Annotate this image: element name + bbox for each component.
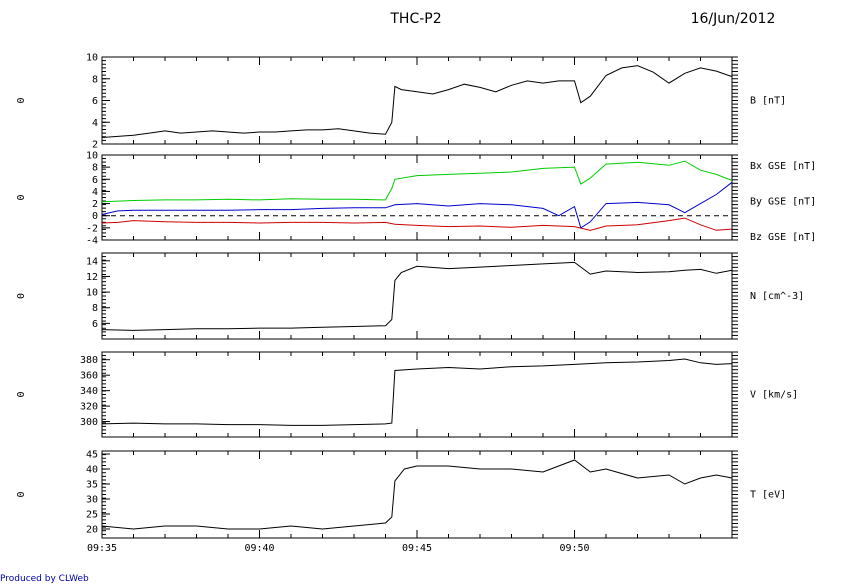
y-tick-label: 8: [92, 74, 98, 85]
y-tick-label: -4: [86, 236, 98, 247]
y-tick-label: 8: [92, 163, 98, 174]
y-tick-label: 8: [92, 303, 98, 314]
y-tick-label: 35: [86, 480, 98, 491]
series-line-bgse-1: [101, 160, 733, 203]
y-tick-label: 300: [80, 417, 98, 428]
y-tick-label: 4: [92, 187, 98, 198]
series-line-t-0: [101, 459, 733, 530]
y-tick-label: 0: [92, 211, 98, 222]
y-tick-label: 6: [92, 319, 98, 330]
y-tick-label: 12: [86, 272, 98, 283]
series-line-b-0: [101, 65, 733, 138]
panel-left-label: 0: [16, 391, 27, 397]
panel-left-label: 0: [16, 293, 27, 299]
y-tick-label: 380: [80, 355, 98, 366]
chart-title: THC-P2: [389, 11, 441, 27]
y-tick-label: 2: [92, 199, 98, 210]
x-tick-label: 09:45: [402, 543, 432, 554]
panel-frame: [101, 154, 733, 241]
series-line-bgse-2: [101, 181, 733, 229]
panel-t: 0 20 25 30 35 40 45 T [eV]: [16, 450, 786, 539]
series-line-v-0: [101, 358, 733, 426]
y-tick-label: 10: [86, 288, 98, 299]
y-tick-label: -2: [86, 223, 98, 234]
series-line-bgse-0: [101, 217, 733, 231]
y-tick-label: 20: [86, 525, 98, 536]
y-tick-label: 6: [92, 175, 98, 186]
series-label-t-0: T [eV]: [750, 490, 786, 501]
y-tick-label: 2: [92, 140, 98, 151]
y-tick-label: 6: [92, 96, 98, 107]
y-tick-label: 45: [86, 450, 98, 461]
y-tick-label: 320: [80, 402, 98, 413]
panel-left-label: 0: [16, 194, 27, 200]
y-tick-label: 4: [92, 118, 98, 129]
series-line-n-0: [101, 261, 733, 331]
y-tick-label: 40: [86, 465, 98, 476]
panel-v: 0 300 320 340 360 380 V [km/s]: [16, 351, 798, 438]
panel-left-label: 0: [16, 491, 27, 497]
series-label-v-0: V [km/s]: [750, 390, 798, 401]
series-label-bgse-1: By GSE [nT]: [750, 197, 816, 208]
y-tick-label: 340: [80, 386, 98, 397]
series-label-bgse-0: Bx GSE [nT]: [750, 161, 816, 172]
panel-b: 0 2 4 6 8 10 B [nT]: [16, 53, 786, 151]
credit-text: Produced by CLWeb: [0, 574, 89, 584]
series-label-bgse-2: Bz GSE [nT]: [750, 232, 816, 243]
series-label-b-0: B [nT]: [750, 96, 786, 107]
x-tick-label: 09:35: [87, 543, 117, 554]
panel-frame: [101, 56, 733, 145]
chart-date: 16/Jun/2012: [691, 11, 776, 27]
y-tick-label: 30: [86, 495, 98, 506]
panel-n: 0 6 8 10 12 14 N [cm^-3]: [16, 252, 804, 340]
y-tick-label: 25: [86, 510, 98, 521]
x-tick-label: 09:50: [559, 543, 589, 554]
y-tick-label: 10: [86, 151, 98, 162]
panel-frame: [101, 450, 733, 539]
y-tick-label: 10: [86, 53, 98, 64]
y-tick-label: 14: [86, 256, 98, 267]
series-label-n-0: N [cm^-3]: [750, 291, 804, 302]
panel-left-label: 0: [16, 97, 27, 103]
y-tick-label: 360: [80, 371, 98, 382]
x-tick-label: 09:40: [244, 543, 274, 554]
